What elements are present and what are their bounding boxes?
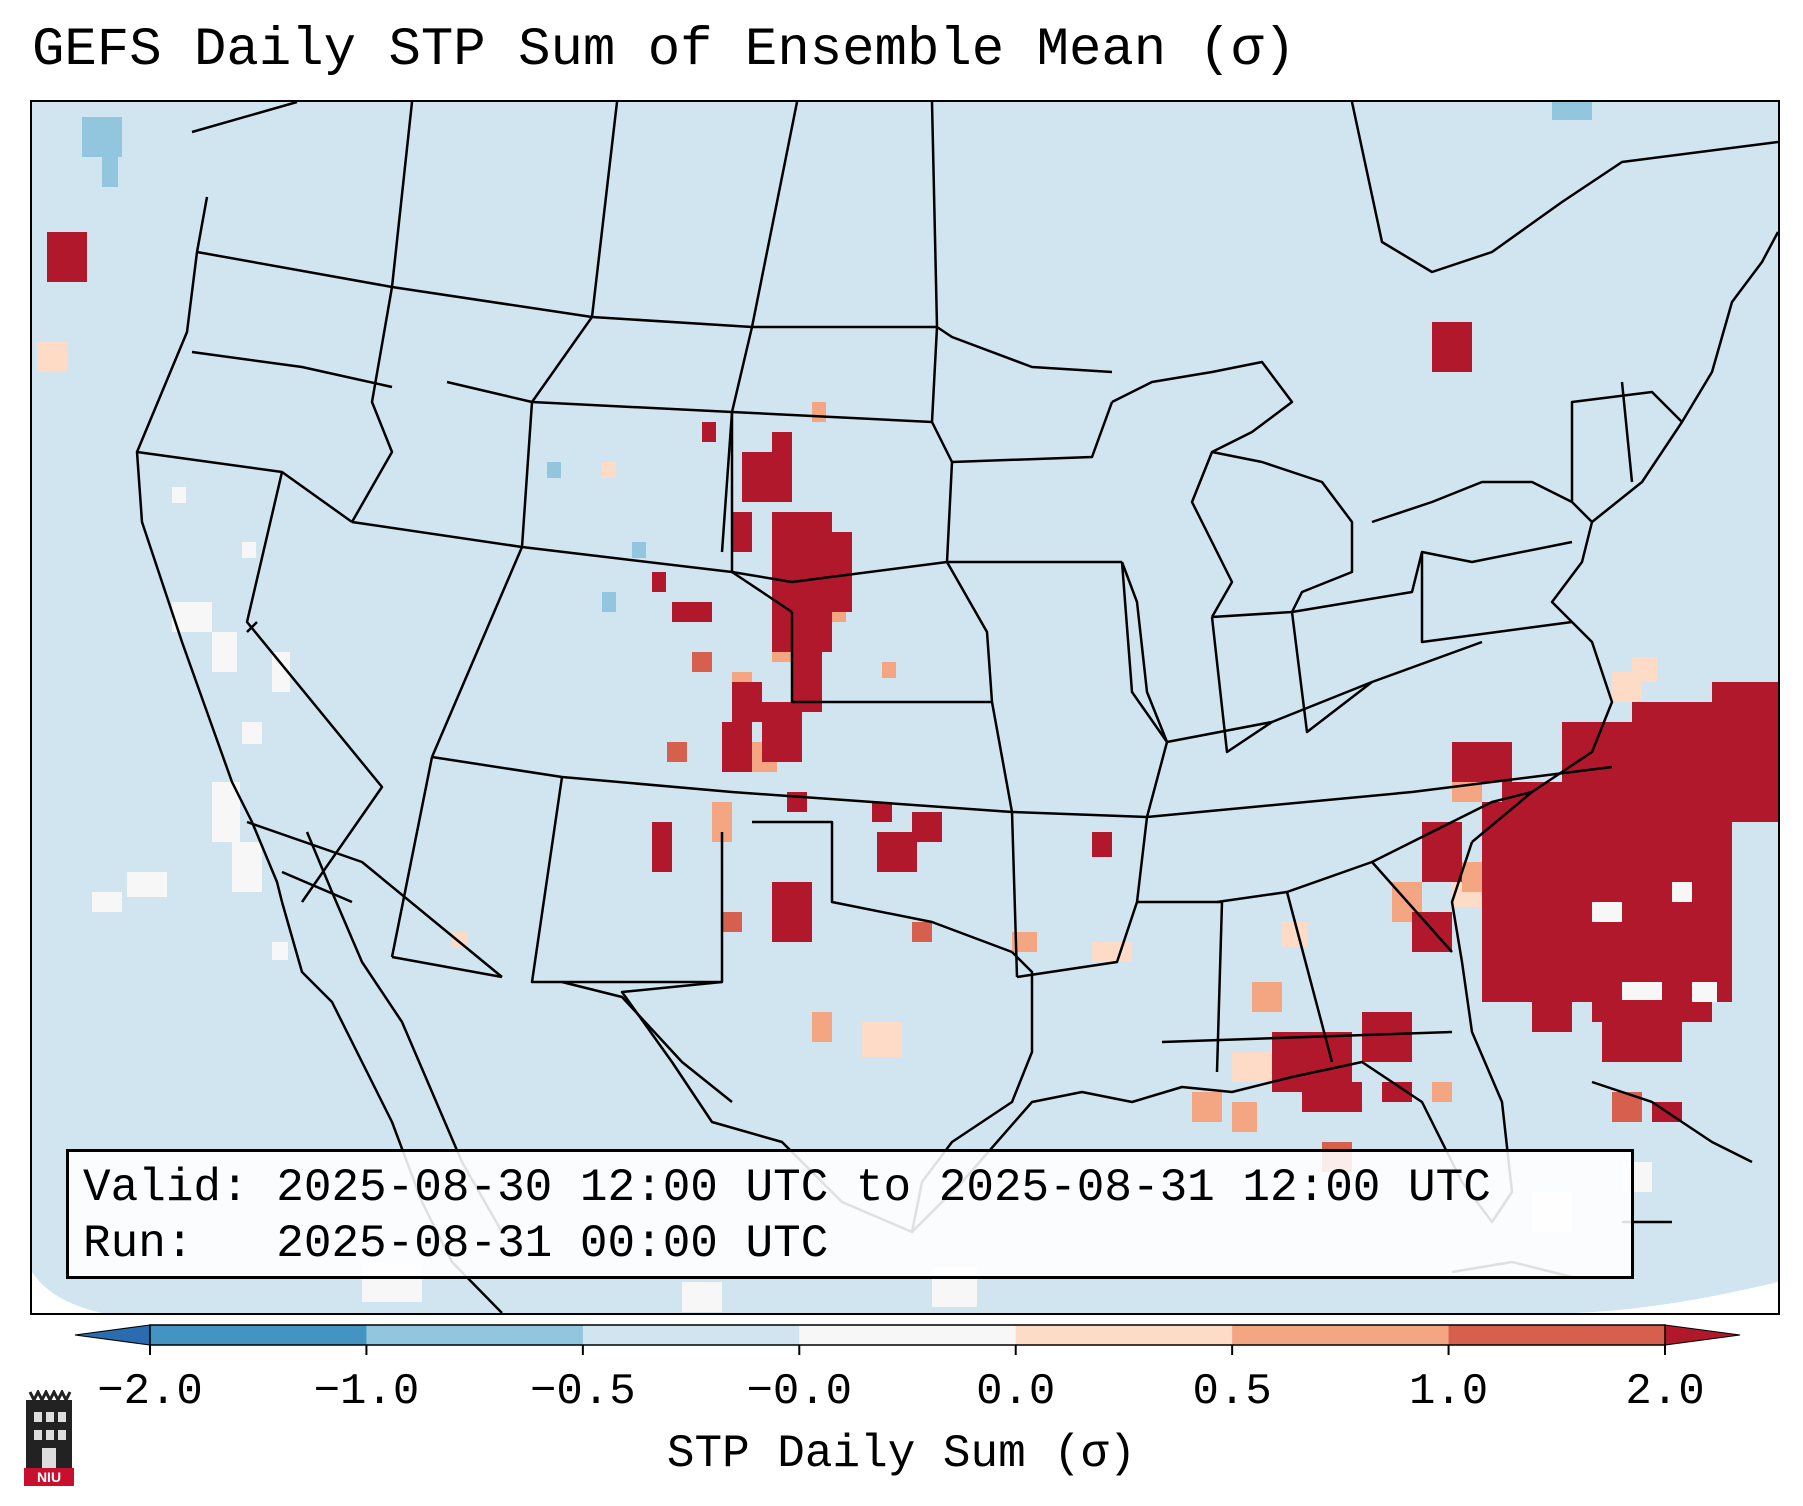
colorbar-tick-label: −1.0 — [314, 1367, 420, 1417]
run-time-line: Run: 2025-08-31 00:00 UTC — [83, 1218, 829, 1270]
colorbar-under-arrow — [74, 1324, 151, 1346]
pacific-coastline — [135, 196, 284, 903]
globe-background — [32, 102, 1778, 1313]
colorbar-tick-label: −0.5 — [530, 1367, 636, 1417]
colorbar-ticks: −2.0 −1.0 −0.5 −0.0 0.0 0.5 1.0 2.0 — [97, 1345, 1705, 1417]
colorbar-bins — [150, 1325, 1666, 1345]
colorbar-bin — [1448, 1325, 1666, 1345]
colorbar: −2.0 −1.0 −0.5 −0.0 0.0 0.5 1.0 2.0 — [74, 1324, 1741, 1417]
colorbar-outline — [149, 1324, 1666, 1346]
negative-anomaly-cells — [82, 102, 1592, 612]
colorbar-tick-label: 2.0 — [1625, 1367, 1704, 1417]
colorbar-tick-label: 1.0 — [1409, 1367, 1488, 1417]
colorbar-label: STP Daily Sum (σ) — [666, 1428, 1137, 1480]
great-lakes-outline — [1111, 360, 1294, 618]
map-canvas — [32, 102, 1778, 1313]
colorbar-over-arrow — [1664, 1324, 1741, 1346]
valid-time-line: Valid: 2025-08-30 12:00 UTC to 2025-08-3… — [83, 1162, 1491, 1214]
colorbar-bin — [799, 1325, 1017, 1345]
colorbar-tick-label: −2.0 — [97, 1367, 203, 1417]
atlantic-coastline — [1471, 231, 1778, 843]
map-title: GEFS Daily STP Sum of Ensemble Mean (σ) — [32, 20, 1296, 81]
colorbar-tick-label: 0.5 — [1193, 1367, 1272, 1417]
niu-logo: NIU — [24, 1390, 74, 1486]
us-canada-border — [196, 250, 1113, 374]
colorbar-bin — [366, 1325, 584, 1345]
colorbar-bin — [582, 1325, 800, 1345]
colorbar-tick-label: −0.0 — [746, 1367, 852, 1417]
stp-anomaly-cells — [37, 102, 1778, 1312]
embedded-white-cells — [1592, 882, 1717, 1002]
colorbar-bin — [150, 1325, 367, 1345]
colorbar-bin — [1232, 1325, 1450, 1345]
colorbar-bin — [1015, 1325, 1233, 1345]
logo-text: NIU — [37, 1469, 61, 1485]
colorbar-tick-label: 0.0 — [976, 1367, 1055, 1417]
geographic-boundaries — [135, 102, 1778, 1313]
map-panel[interactable] — [30, 100, 1780, 1315]
gulf-coastline — [911, 841, 1514, 1233]
valid-time-info-box: Valid: 2025-08-30 12:00 UTC to 2025-08-3… — [66, 1149, 1634, 1279]
